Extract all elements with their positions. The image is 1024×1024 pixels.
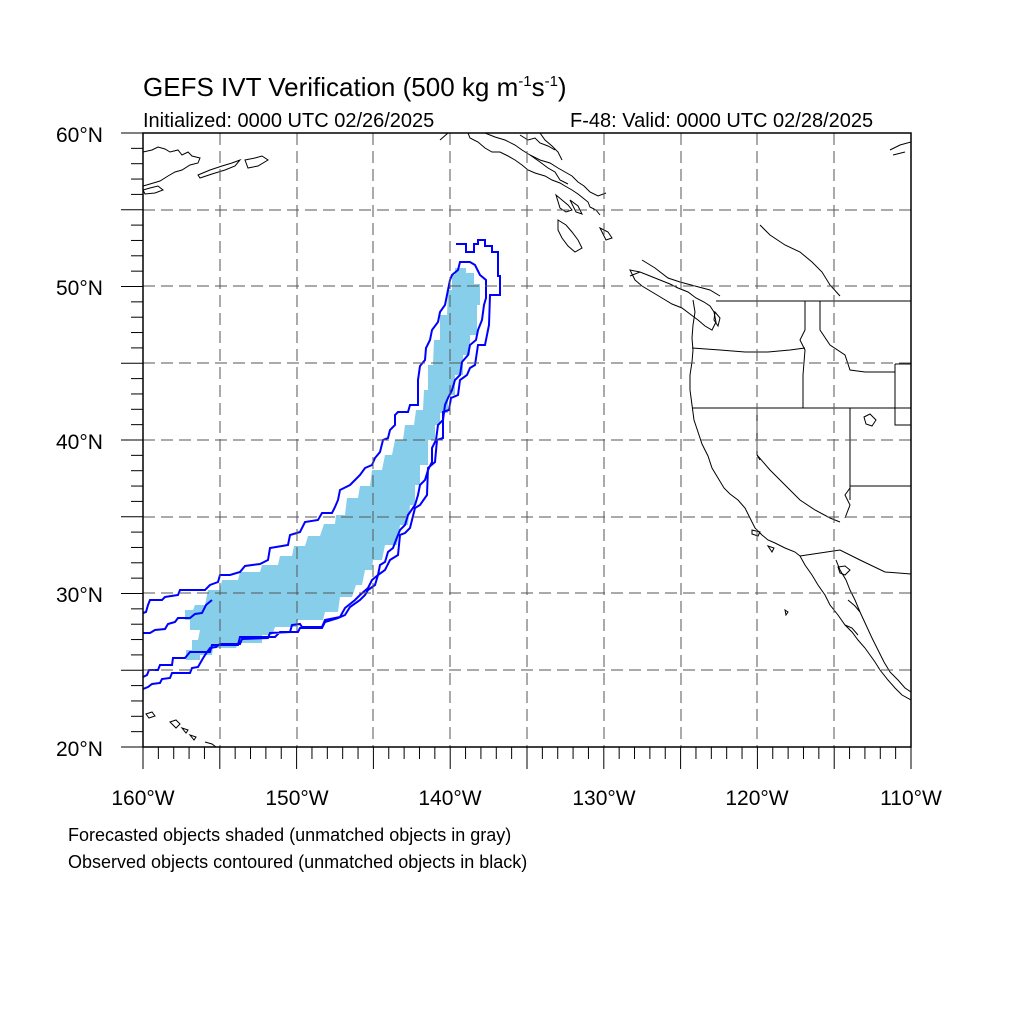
lat-label-60: 60°N — [56, 124, 103, 147]
lat-label-30: 30°N — [56, 584, 103, 607]
lon-label-160w: 160°W — [111, 787, 174, 810]
valid-time-label: F-48: Valid: 0000 UTC 02/28/2025 — [570, 110, 874, 132]
lon-label-130w: 130°W — [572, 787, 635, 810]
lon-label-110w: 110°W — [880, 787, 942, 810]
lon-label-140w: 140°W — [418, 787, 481, 810]
observed-legend-note: Observed objects contoured (unmatched ob… — [68, 852, 528, 872]
map-title: GEFS IVT Verification (500 kg m-1s-1) — [143, 72, 567, 102]
lon-label-120w: 120°W — [725, 787, 788, 810]
gridlines — [143, 133, 911, 747]
lat-label-50: 50°N — [56, 277, 103, 300]
lat-label-20: 20°N — [56, 738, 103, 761]
forecast-ivt-object — [185, 268, 480, 660]
forecast-legend-note: Forecasted objects shaded (unmatched obj… — [68, 825, 512, 845]
initialized-label: Initialized: 0000 UTC 02/26/2025 — [143, 110, 435, 132]
lat-label-40: 40°N — [56, 431, 103, 454]
axis-ticks — [121, 132, 912, 769]
lon-label-150w: 150°W — [265, 787, 328, 810]
